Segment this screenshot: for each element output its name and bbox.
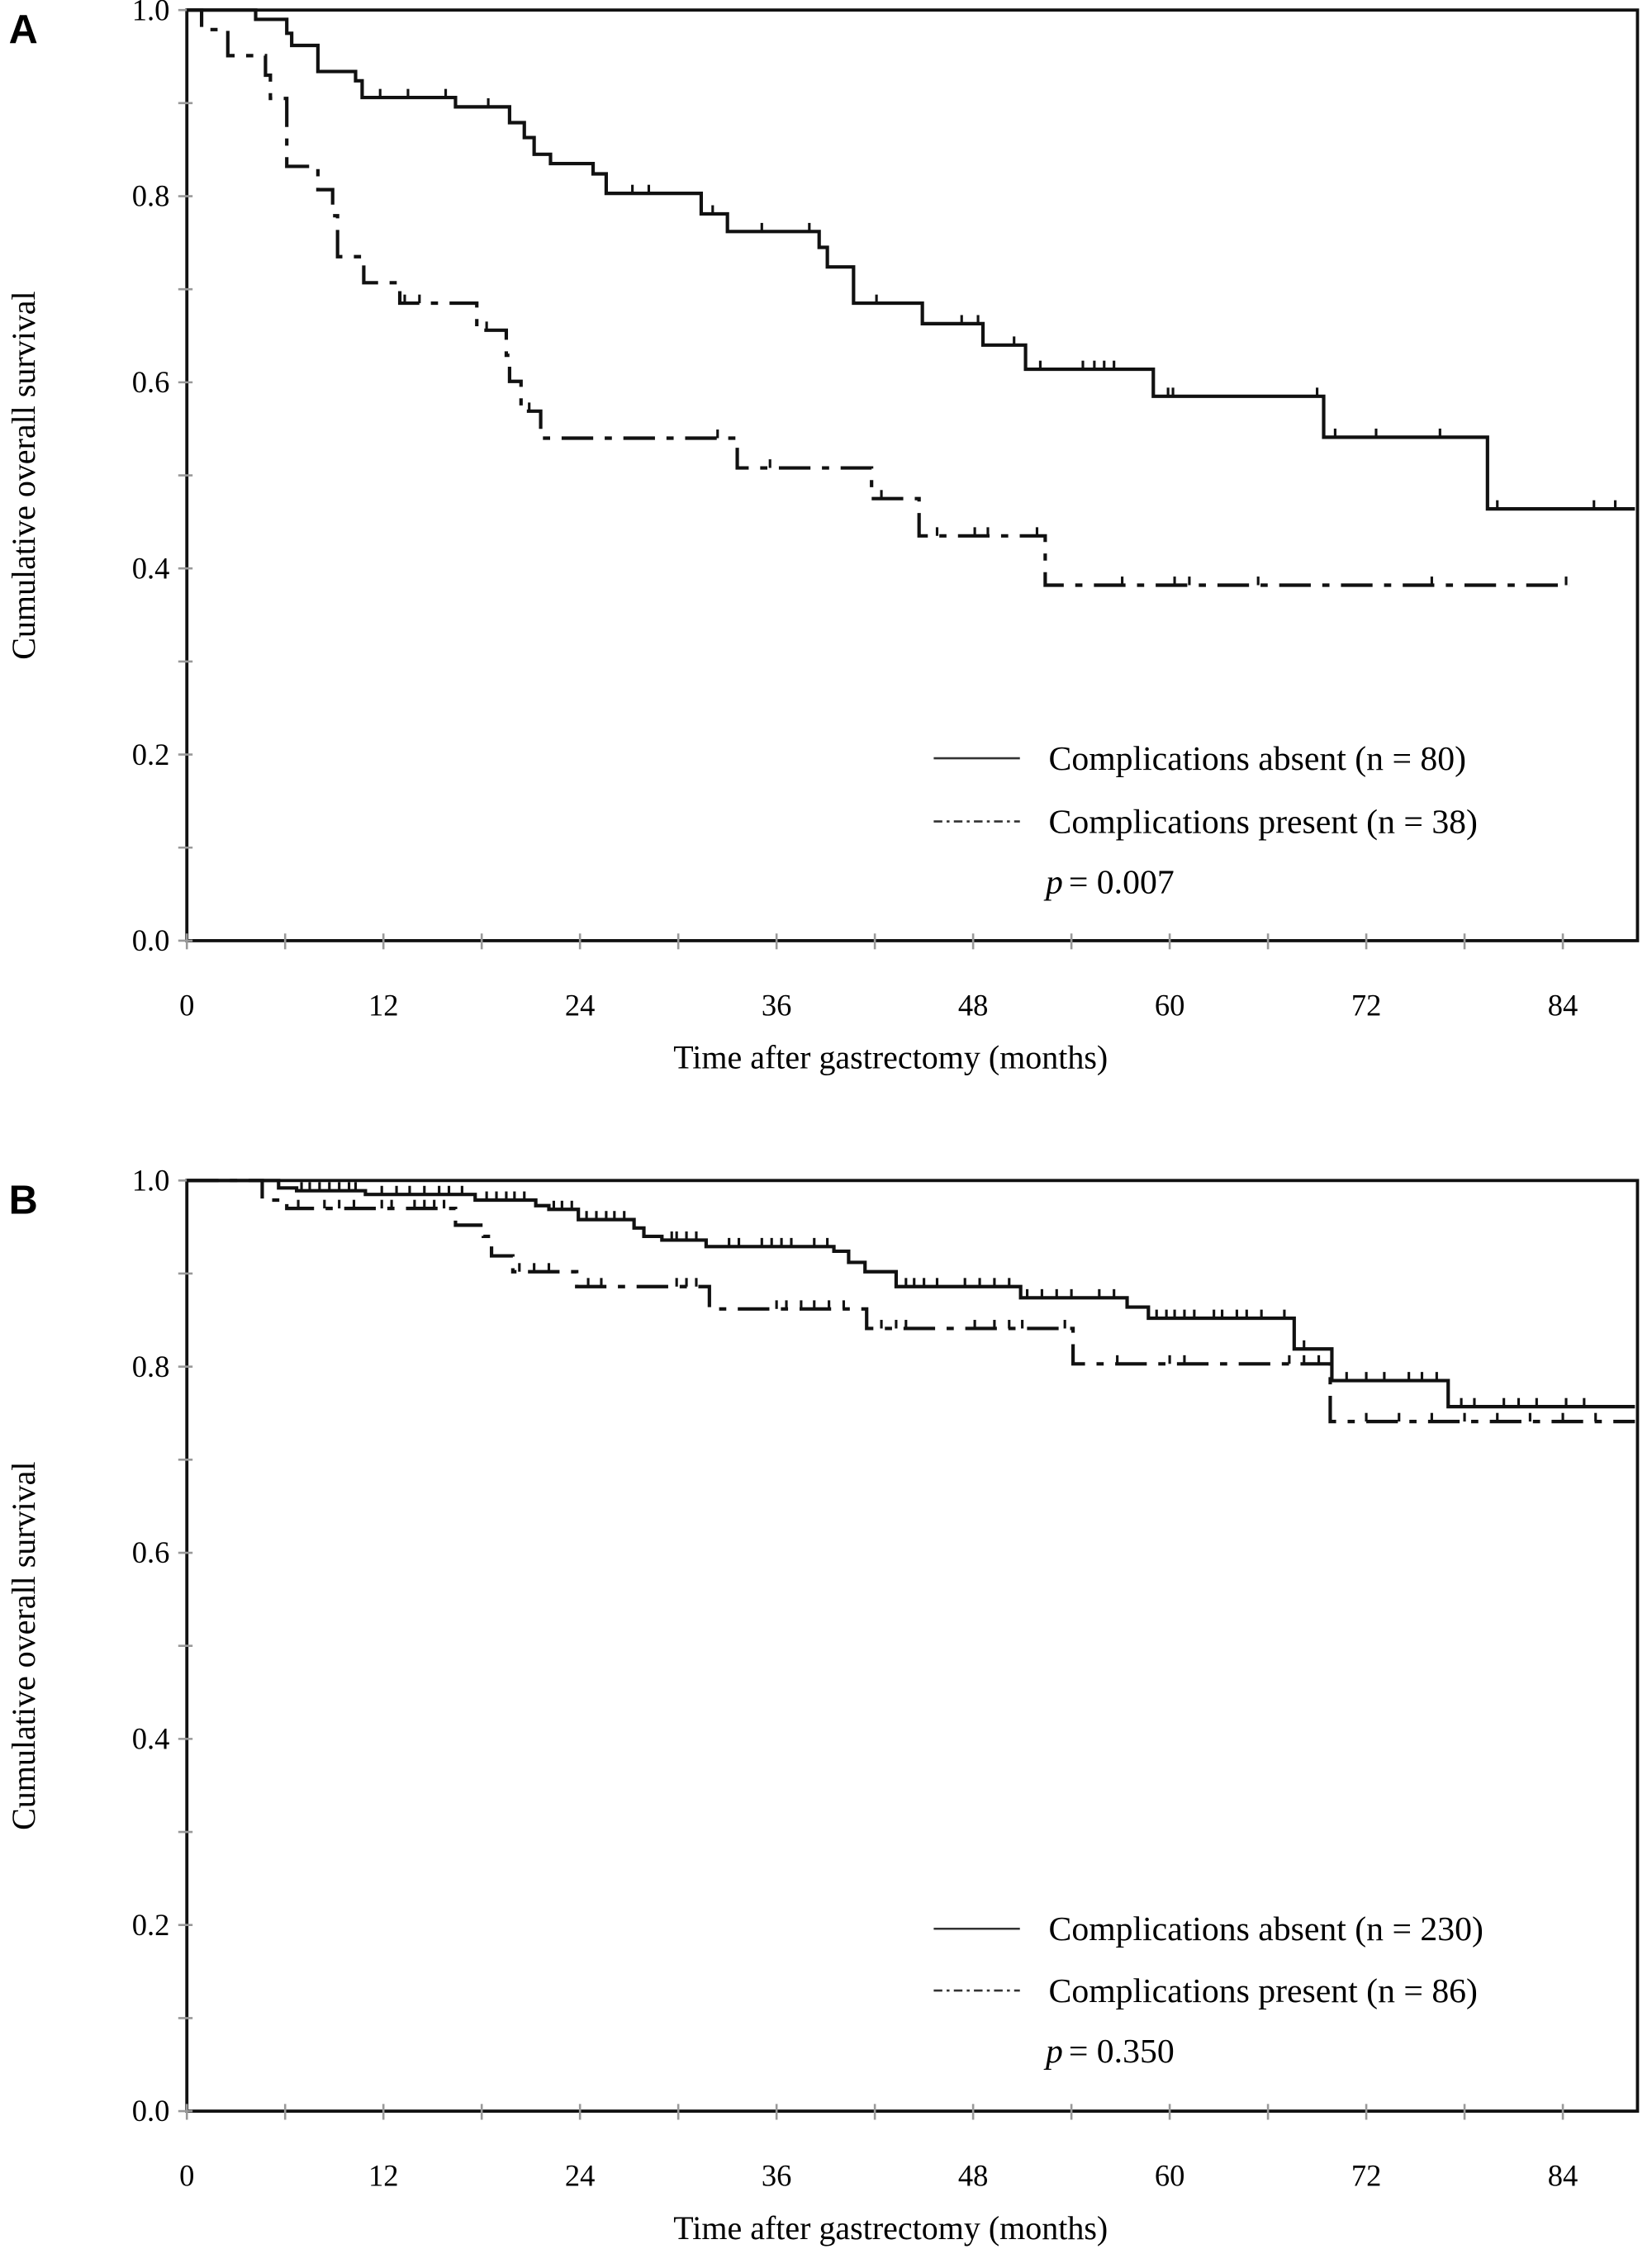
x-tick-label: 36 xyxy=(762,2158,792,2192)
y-tick-label: 0.6 xyxy=(132,1535,170,1569)
p-symbol: p xyxy=(1043,2033,1063,2071)
x-axis-title: Time after gastrectomy (months) xyxy=(673,1039,1108,1076)
y-tick-label: 0.2 xyxy=(132,1908,170,1942)
p-value: p = 0.350 xyxy=(1043,2033,1175,2071)
x-tick-label: 0 xyxy=(179,2158,194,2192)
y-axis-title: Cumulative overall survival xyxy=(5,1461,42,1829)
x-tick-label: 60 xyxy=(1155,2158,1185,2192)
x-axis-title: Time after gastrectomy (months) xyxy=(673,2209,1108,2247)
x-tick-label: 84 xyxy=(1548,2158,1578,2192)
y-tick-label: 0.0 xyxy=(132,923,170,957)
plot-frame xyxy=(185,8,1640,942)
legend: Complications absent (n = 230) Complicat… xyxy=(933,1910,1483,2071)
x-tick-label: 0 xyxy=(179,988,194,1022)
y-tick-label: 0.8 xyxy=(132,1350,170,1383)
panel-label: A xyxy=(9,7,38,52)
survival-curve-absent xyxy=(187,1179,1635,1409)
y-tick-label: 0.4 xyxy=(132,551,170,585)
p-symbol: p xyxy=(1043,864,1063,902)
y-tick-label: 0.0 xyxy=(132,2094,170,2128)
x-tick-label: 24 xyxy=(565,2158,596,2192)
y-tick-label: 1.0 xyxy=(132,1163,170,1197)
x-tick-label: 12 xyxy=(368,2158,399,2192)
survival-curve-absent xyxy=(187,8,1635,511)
x-tick-label: 48 xyxy=(958,988,989,1022)
p-value: p = 0.007 xyxy=(1043,864,1175,902)
y-tick-label: 0.4 xyxy=(132,1722,170,1756)
x-tick-label: 12 xyxy=(368,988,399,1022)
y-tick-label: 0.8 xyxy=(132,179,170,213)
survival-curve-present xyxy=(187,1179,1635,1424)
legend-label-present: Complications present (n = 38) xyxy=(1049,804,1478,842)
legend-label-present: Complications present (n = 86) xyxy=(1049,1972,1478,2010)
x-tick-label: 72 xyxy=(1351,988,1382,1022)
legend-label-absent: Complications absent (n = 80) xyxy=(1049,740,1467,778)
x-tick-label: 24 xyxy=(565,988,596,1022)
legend-label-absent: Complications absent (n = 230) xyxy=(1049,1910,1483,1948)
x-tick-label: 60 xyxy=(1155,988,1185,1022)
legend: Complications absent (n = 80) Complicati… xyxy=(933,740,1478,902)
y-tick-label: 1.0 xyxy=(132,0,170,26)
x-tick-label: 72 xyxy=(1351,2158,1382,2192)
x-tick-label: 84 xyxy=(1548,988,1578,1022)
y-tick-label: 0.6 xyxy=(132,365,170,399)
y-tick-label: 0.2 xyxy=(132,738,170,771)
panel-b: B Cumulative overall survival Time after… xyxy=(5,1163,1640,2247)
survival-curve-present xyxy=(187,8,1569,587)
panel-label: B xyxy=(9,1178,38,1222)
x-tick-label: 36 xyxy=(762,988,792,1022)
p-value-text: = 0.007 xyxy=(1069,864,1175,902)
x-tick-label: 48 xyxy=(958,2158,989,2192)
y-axis-title: Cumulative overall survival xyxy=(5,291,42,659)
panel-a: A Cumulative overall survival Time after… xyxy=(5,0,1640,1076)
p-value-text: = 0.350 xyxy=(1069,2033,1175,2071)
